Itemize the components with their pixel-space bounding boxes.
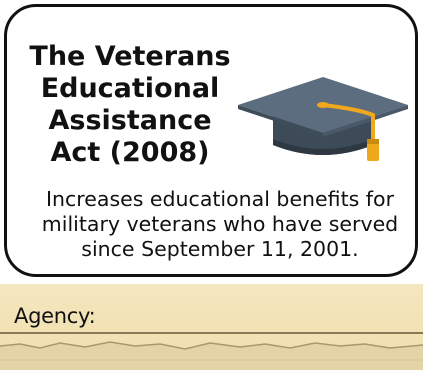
agency-field: Agency: bbox=[0, 284, 423, 370]
agency-writing-line bbox=[0, 332, 423, 334]
graduation-cap-icon bbox=[238, 77, 408, 161]
act-card: The Veterans Educational Assistance Act … bbox=[4, 4, 418, 277]
agency-label: Agency: bbox=[14, 304, 96, 328]
torn-paper-edge bbox=[0, 341, 423, 370]
act-title-line: Educational bbox=[40, 73, 220, 104]
act-title-line: Assistance bbox=[48, 105, 212, 136]
act-description-line: since September 11, 2001. bbox=[81, 237, 359, 261]
act-description-line: Increases educational benefits for bbox=[45, 187, 394, 211]
act-description: Increases educational benefits for milit… bbox=[29, 187, 411, 262]
act-title: The Veterans Educational Assistance Act … bbox=[15, 41, 245, 169]
act-title-line: The Veterans bbox=[29, 41, 231, 72]
act-title-line: Act (2008) bbox=[50, 137, 210, 168]
act-description-line: military veterans who have served bbox=[41, 212, 399, 236]
